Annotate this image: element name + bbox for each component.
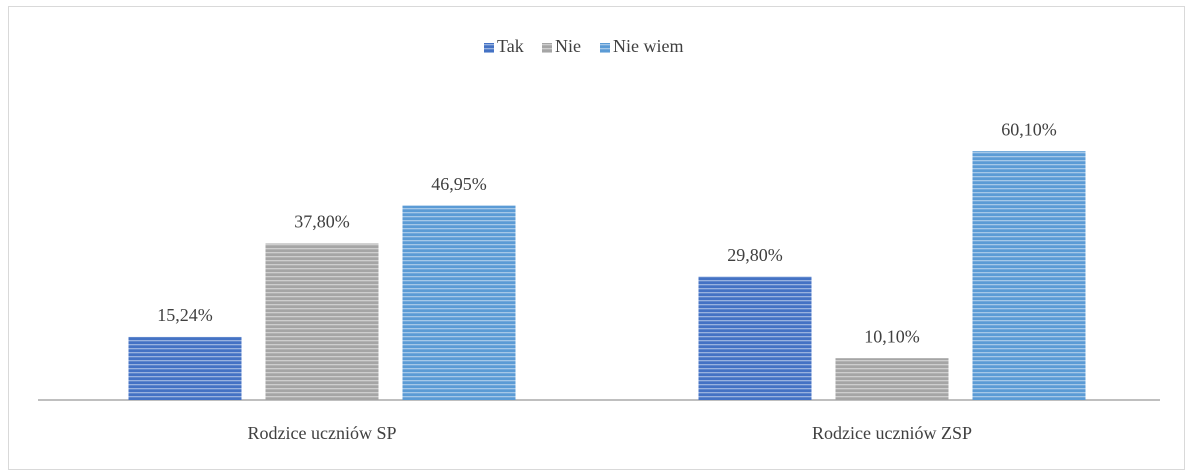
legend-swatch (484, 43, 494, 53)
data-label: 29,80% (727, 245, 783, 265)
legend-swatch (542, 43, 552, 53)
bar (835, 358, 949, 400)
x-tick-label: Rodzice uczniów ZSP (812, 423, 972, 443)
data-label: 15,24% (157, 305, 213, 325)
data-label: 10,10% (864, 326, 920, 346)
x-tick-label: Rodzice uczniów SP (248, 423, 397, 443)
bar (402, 205, 516, 400)
bar (698, 276, 812, 400)
data-label: 60,10% (1001, 119, 1057, 139)
bar (265, 243, 379, 400)
data-label: 37,80% (294, 212, 350, 232)
legend-label: Nie wiem (613, 36, 683, 56)
bar (972, 151, 1086, 400)
legend-swatch (600, 43, 610, 53)
legend-label: Nie (555, 36, 581, 56)
data-label: 46,95% (431, 174, 487, 194)
legend-label: Tak (497, 36, 524, 56)
bar (128, 336, 242, 400)
